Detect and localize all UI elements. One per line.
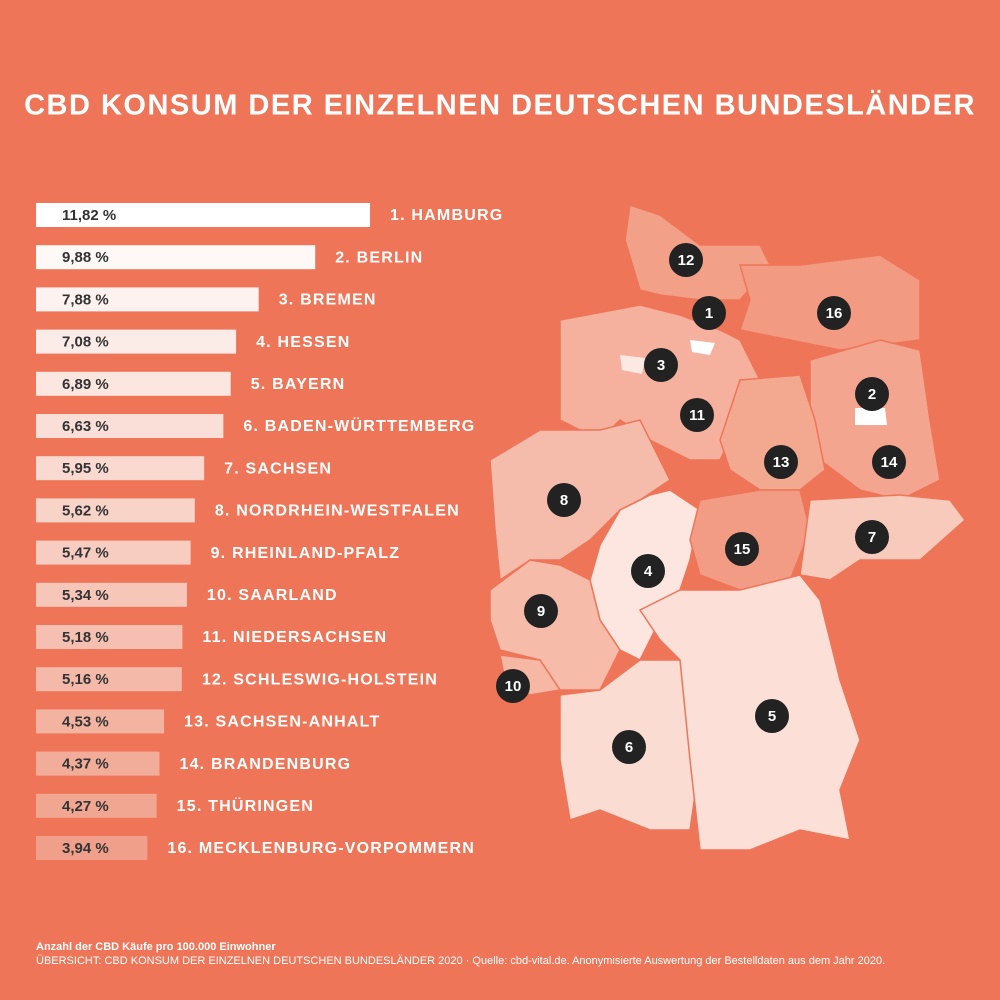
bar: [36, 540, 191, 565]
bar: [36, 371, 231, 396]
map-marker: [725, 532, 759, 566]
source: ÜBERSICHT: CBD KONSUM DER EINZELNEN DEUT…: [36, 955, 885, 967]
map-marker: [755, 699, 789, 733]
value-label: 5,16 %: [62, 671, 109, 688]
category-label: 3. BREMEN: [279, 292, 377, 309]
bar: [36, 751, 160, 776]
category-label: 11. NIEDERSACHSEN: [202, 629, 387, 646]
map-marker-label: 6: [625, 739, 633, 756]
category-label: 5. BAYERN: [251, 376, 346, 393]
category-label: 13. SACHSEN-ANHALT: [184, 714, 380, 731]
map-marker-label: 7: [868, 529, 876, 546]
map-marker-label: 13: [773, 454, 790, 471]
bar: [36, 836, 148, 860]
map-marker-label: 4: [644, 563, 653, 580]
category-label: 2. BERLIN: [335, 249, 423, 266]
region: [620, 355, 645, 374]
category-label: 6. BADEN-WÜRTTEMBERG: [243, 416, 475, 435]
bar: [36, 667, 182, 692]
footnote: Anzahl der CBD Käufe pro 100.000 Einwohn…: [36, 941, 276, 953]
bar: [36, 625, 183, 649]
value-label: 5,62 %: [62, 502, 109, 519]
value-label: 5,95 %: [62, 460, 109, 477]
value-label: 4,53 %: [62, 713, 109, 730]
map-marker-label: 1: [705, 305, 713, 322]
bar: [36, 709, 165, 734]
map-marker-label: 2: [868, 386, 876, 403]
value-label: 6,89 %: [62, 376, 109, 393]
map-marker-label: 10: [505, 678, 522, 695]
map-marker: [764, 445, 798, 479]
map-marker: [855, 377, 889, 411]
chart-title: CBD KONSUM DER EINZELNEN DEUTSCHEN BUNDE…: [24, 89, 976, 122]
map-marker: [692, 296, 726, 330]
category-label: 4. HESSEN: [256, 334, 350, 351]
value-label: 11,82 %: [62, 207, 116, 224]
map-marker-label: 14: [881, 454, 898, 471]
region: [638, 574, 861, 851]
map-marker: [680, 398, 714, 432]
category-label: 16. MECKLENBURG-VORPOMMERN: [167, 840, 475, 857]
map-marker: [872, 445, 906, 479]
value-label: 6,63 %: [62, 418, 109, 435]
region: [855, 408, 887, 425]
map-marker-label: 5: [768, 708, 776, 725]
value-label: 4,37 %: [62, 756, 109, 773]
bar: [36, 203, 371, 227]
bar: [36, 498, 195, 523]
bar: [36, 287, 259, 312]
map-marker-label: 11: [689, 407, 705, 424]
map-marker-label: 3: [657, 357, 665, 374]
category-label: 14. BRANDENBURG: [179, 756, 351, 773]
bar: [36, 414, 224, 438]
bar: [36, 793, 157, 818]
region: [690, 340, 715, 355]
bar: [36, 245, 316, 270]
category-label: 9. RHEINLAND-PFALZ: [211, 545, 401, 562]
category-label: 1. HAMBURG: [390, 207, 503, 224]
map-marker: [817, 296, 851, 330]
value-label: 7,88 %: [62, 291, 109, 308]
value-label: 4,27 %: [62, 798, 109, 815]
map-marker: [631, 554, 665, 588]
map-marker: [644, 348, 678, 382]
category-label: 10. SAARLAND: [207, 587, 338, 604]
map-marker: [612, 730, 646, 764]
value-label: 7,08 %: [62, 334, 109, 351]
map-marker-label: 9: [537, 603, 545, 620]
category-label: 8. NORDRHEIN-WESTFALEN: [215, 503, 460, 520]
map-marker-label: 16: [826, 305, 843, 322]
bar: [36, 329, 237, 354]
bar: [36, 456, 205, 481]
value-label: 5,34 %: [62, 587, 109, 604]
value-label: 9,88 %: [62, 249, 109, 266]
map-marker: [669, 243, 703, 277]
region: [489, 559, 621, 691]
map-marker: [496, 669, 530, 703]
value-label: 5,47 %: [62, 545, 109, 562]
value-label: 5,18 %: [62, 629, 109, 646]
map-marker-label: 15: [734, 541, 751, 558]
map-marker: [524, 594, 558, 628]
bar: [36, 582, 187, 607]
map-marker: [547, 483, 581, 517]
map-marker-label: 8: [560, 492, 568, 509]
map-marker-label: 12: [678, 252, 695, 269]
map-marker: [855, 520, 889, 554]
category-label: 15. THÜRINGEN: [177, 796, 314, 815]
value-label: 3,94 %: [62, 840, 109, 857]
category-label: 7. SACHSEN: [224, 460, 332, 477]
category-label: 12. SCHLESWIG-HOLSTEIN: [202, 671, 438, 688]
